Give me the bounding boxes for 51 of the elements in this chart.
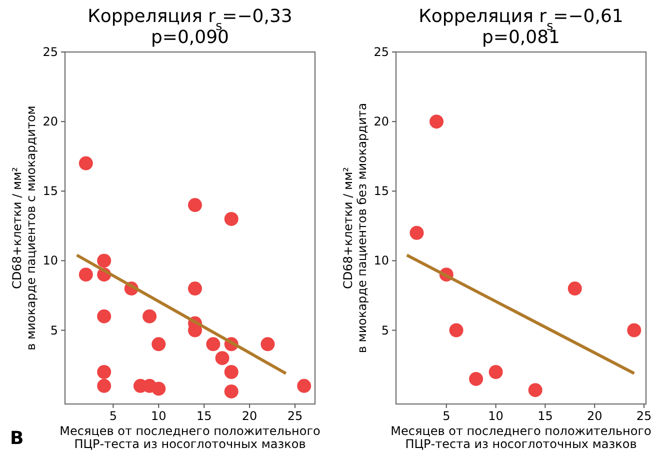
point [215, 351, 230, 366]
point [224, 212, 238, 226]
point [260, 337, 275, 352]
y-tick-label: 5 [50, 323, 58, 338]
x-tick-label: 15 [538, 409, 553, 423]
point [97, 365, 112, 379]
point [568, 282, 582, 296]
y-tick-label: 25 [374, 45, 389, 59]
point [78, 268, 93, 282]
y-tick-label: 15 [42, 184, 58, 198]
point [152, 337, 166, 352]
text: B [10, 428, 24, 449]
point [224, 384, 238, 398]
point [142, 309, 157, 324]
x-tick-label: 5 [442, 409, 450, 423]
y-axis-title: CD68+клетки / мм² в миокарде пациентов без миокардита [341, 102, 369, 354]
point [188, 282, 202, 296]
x-tick-label: 10 [488, 409, 504, 423]
point [152, 382, 166, 396]
x-tick-label: 15 [196, 409, 212, 423]
x-tick-label: 25 [636, 409, 652, 423]
y-tick-label: 5 [381, 323, 389, 338]
y-axis-title: CD68+клетки / мм² в миокарде пациентов с миокардитом [10, 106, 38, 350]
y-tick-label: 20 [374, 114, 389, 129]
point [78, 156, 93, 170]
point [97, 378, 112, 393]
x-axis-title: Месяцев от последнего положительного ПЦР-теста из носоглоточных мазков [390, 424, 652, 451]
point [410, 226, 424, 240]
point [528, 383, 542, 398]
x-axis-title: Месяцев от последнего положительного ПЦР-теста из носоглоточных мазков [60, 424, 320, 451]
point [297, 378, 312, 393]
x-tick-label: 5 [109, 409, 117, 423]
point [469, 372, 484, 386]
point [97, 254, 112, 268]
y-tick-label: 25 [42, 45, 58, 59]
x-tick-label: 20 [586, 409, 602, 423]
y-tick-label: 15 [374, 184, 389, 198]
point [188, 198, 202, 212]
point [430, 114, 444, 129]
point [97, 309, 112, 324]
y-tick-label: 10 [374, 254, 389, 268]
point [224, 365, 238, 379]
point [206, 337, 220, 352]
point [488, 365, 503, 379]
x-tick-label: 20 [242, 409, 258, 423]
x-tick-label: 10 [150, 409, 166, 423]
point [449, 323, 464, 338]
y-tick-label: 10 [42, 254, 58, 268]
point [627, 323, 642, 338]
x-tick-label: 25 [287, 409, 303, 423]
y-tick-label: 20 [42, 114, 58, 129]
